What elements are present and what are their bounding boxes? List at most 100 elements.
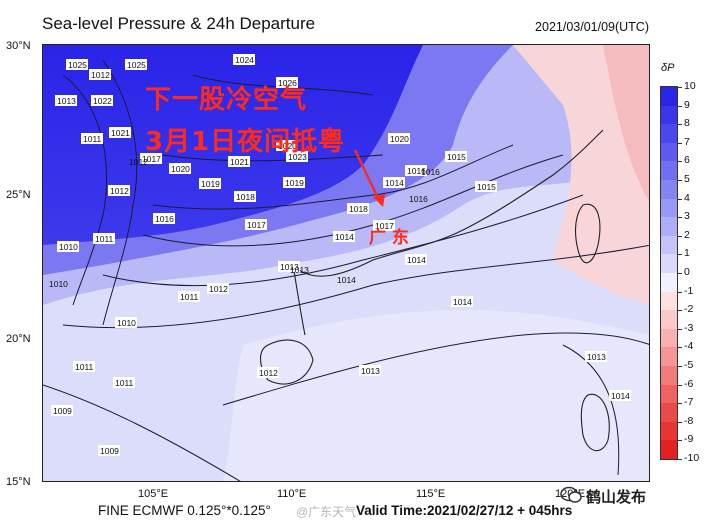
isobar-label: 1026 bbox=[276, 77, 298, 88]
isobar-label: 1013 bbox=[290, 265, 309, 275]
svg-text:1012: 1012 bbox=[209, 284, 228, 294]
svg-text:1020: 1020 bbox=[171, 164, 190, 174]
svg-text:1020: 1020 bbox=[278, 141, 297, 151]
colorbar-label: 5 bbox=[684, 173, 690, 185]
colorbar-label: 8 bbox=[684, 117, 690, 130]
colorbar-tick bbox=[678, 198, 682, 200]
lat-label-15: 15°N bbox=[6, 476, 31, 488]
svg-text:1020: 1020 bbox=[390, 134, 409, 144]
isobar-label: 1019 bbox=[199, 178, 221, 189]
isobar-label: 1015 bbox=[445, 151, 467, 162]
colorbar-tick bbox=[678, 161, 682, 163]
colorbar-label: 2 bbox=[684, 228, 690, 241]
svg-text:1011: 1011 bbox=[83, 134, 102, 144]
isobar-label: 1011 bbox=[81, 133, 103, 144]
colorbar-label: -9 bbox=[684, 433, 694, 446]
svg-text:1016: 1016 bbox=[155, 214, 174, 224]
isobar-label: 1016 bbox=[421, 167, 440, 177]
colorbar-label: 1 bbox=[684, 247, 690, 260]
colorbar bbox=[660, 86, 678, 460]
colorbar-segment bbox=[661, 365, 677, 385]
svg-text:1019: 1019 bbox=[285, 178, 304, 188]
lat-label-20: 20°N bbox=[6, 333, 31, 345]
colorbar-tick bbox=[678, 180, 682, 181]
colorbar-tick bbox=[678, 124, 682, 126]
isobar-label: 1012 bbox=[108, 185, 130, 196]
map-canvas: 1025 1024 1013 1012 1022 1025 1026 1021 … bbox=[43, 45, 649, 481]
model-info: FINE ECMWF 0.125°*0.125° bbox=[98, 503, 271, 518]
svg-text:1021: 1021 bbox=[230, 157, 249, 167]
colorbar-label: -8 bbox=[684, 414, 694, 427]
isobar-label: 1012 bbox=[207, 283, 229, 294]
colorbar-tick bbox=[678, 291, 682, 293]
chart-datetime: 2021/03/01/09(UTC) bbox=[535, 20, 649, 34]
deep-pink-region bbox=[603, 45, 649, 202]
isobar-label: 1011 bbox=[93, 233, 115, 244]
colorbar-segment bbox=[661, 421, 677, 441]
svg-text:1014: 1014 bbox=[385, 178, 404, 188]
chart-title: Sea-level Pressure & 24h Departure bbox=[42, 14, 316, 33]
lon-label-115: 115°E bbox=[416, 488, 446, 500]
colorbar-tick bbox=[678, 105, 682, 107]
isobar-label: 1009 bbox=[98, 445, 120, 456]
deep-blue-region bbox=[43, 45, 423, 245]
colorbar-segment bbox=[661, 291, 677, 311]
pressure-map: 1025 1024 1013 1012 1022 1025 1026 1021 … bbox=[42, 44, 650, 482]
isobar-label: 1014 bbox=[405, 254, 427, 265]
annotation-arrow bbox=[353, 149, 385, 207]
colorbar-label: -4 bbox=[684, 340, 694, 353]
colorbar-label: 3 bbox=[684, 210, 690, 223]
svg-text:1010: 1010 bbox=[59, 242, 78, 252]
isobar-label: 1016 bbox=[405, 165, 427, 176]
colorbar-segment bbox=[661, 105, 677, 125]
colorbar-segment bbox=[661, 161, 677, 180]
isobar-label: 1018 bbox=[347, 203, 369, 214]
colorbar-label: -10 bbox=[684, 452, 700, 464]
svg-text:1018: 1018 bbox=[349, 204, 368, 214]
colorbar-tick bbox=[678, 366, 682, 367]
colorbar-segment bbox=[661, 87, 677, 106]
pink-region bbox=[513, 45, 649, 305]
svg-text:1014: 1014 bbox=[335, 232, 354, 242]
svg-text:1010: 1010 bbox=[117, 318, 136, 328]
svg-text:1016: 1016 bbox=[407, 166, 426, 176]
colorbar-label: -7 bbox=[684, 396, 694, 409]
colorbar-tick bbox=[678, 384, 682, 386]
colorbar-label: 9 bbox=[684, 98, 690, 111]
isobar-label: 1014 bbox=[337, 275, 356, 285]
svg-text:1013: 1013 bbox=[57, 96, 76, 106]
colorbar-label: 4 bbox=[684, 191, 690, 204]
isobar-label: 1013 bbox=[278, 261, 300, 272]
colorbar-tick bbox=[678, 87, 682, 88]
svg-text:1017: 1017 bbox=[142, 154, 161, 164]
colorbar-segment bbox=[661, 198, 677, 218]
isobar-label: 1012 bbox=[257, 367, 279, 378]
isobar-labels: 1025 1024 1013 1012 1022 1025 1026 1021 … bbox=[49, 54, 631, 456]
svg-text:1010: 1010 bbox=[49, 279, 68, 289]
svg-text:1018: 1018 bbox=[236, 192, 255, 202]
svg-text:1017: 1017 bbox=[375, 221, 394, 231]
isobar-label: 1025 bbox=[125, 59, 147, 70]
brand-label: 鹤山发布 bbox=[586, 489, 647, 506]
isobar-label: 1021 bbox=[109, 127, 131, 138]
colorbar-label: -3 bbox=[684, 321, 694, 334]
svg-text:1014: 1014 bbox=[611, 391, 630, 401]
svg-text:1013: 1013 bbox=[290, 265, 309, 275]
lat-label-30: 30°N bbox=[6, 40, 31, 52]
colorbar-tick bbox=[678, 142, 682, 144]
colorbar-segment bbox=[661, 217, 677, 236]
isobar-label: 1009 bbox=[51, 405, 73, 416]
svg-text:1012: 1012 bbox=[259, 368, 278, 378]
colorbar-tick bbox=[678, 273, 682, 274]
isobar-label: 1011 bbox=[178, 291, 200, 302]
colorbar-tick bbox=[678, 217, 682, 219]
colorbar-tick bbox=[678, 254, 682, 256]
colorbar-tick bbox=[678, 347, 682, 349]
lat-label-25: 25°N bbox=[6, 189, 31, 201]
annotation-line2: 3月1日夜间抵粤 bbox=[145, 127, 346, 157]
colorbar-label: 7 bbox=[684, 135, 690, 148]
svg-text:1011: 1011 bbox=[95, 234, 114, 244]
colorbar-label: 10 bbox=[684, 80, 696, 92]
colorbar-segment bbox=[661, 328, 677, 348]
colorbar-tick bbox=[678, 403, 682, 405]
